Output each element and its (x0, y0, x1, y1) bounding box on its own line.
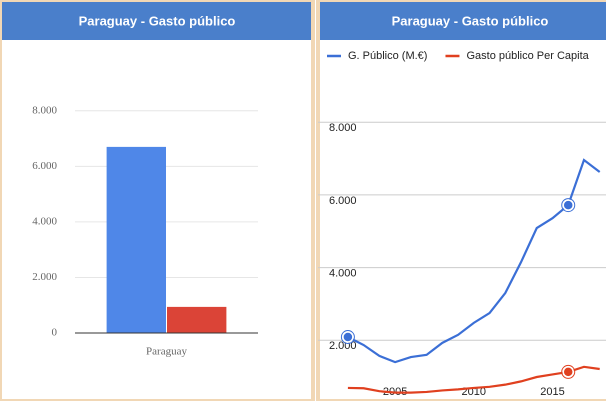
legend-label: G. Público (M.€) (348, 50, 427, 62)
y-tick-label: 4.000 (32, 215, 57, 227)
point-marker (342, 331, 354, 343)
bar (167, 306, 227, 333)
point-marker (562, 199, 574, 211)
y-tick-label: 6.000 (32, 160, 57, 172)
point-marker (562, 366, 574, 378)
x-tick-label: Paraguay (146, 346, 187, 358)
right-panel (316, 0, 606, 401)
y-tick-label: 2.000 (32, 271, 57, 283)
point-ring (561, 198, 576, 213)
chart-title: Paraguay - Gasto público (392, 13, 549, 28)
y-tick-label: 4.000 (329, 268, 357, 280)
point-ring (561, 364, 576, 379)
legend-label: Gasto público Per Capita (466, 50, 589, 62)
line (347, 365, 600, 394)
x-tick-label: 2015 (540, 386, 564, 398)
chart-title: Paraguay - Gasto público (79, 13, 236, 28)
bar (106, 146, 166, 333)
y-tick-label: 6.000 (329, 195, 357, 207)
right-header (320, 2, 606, 40)
y-tick-label: 8.000 (32, 104, 57, 116)
y-tick-label: 0 (52, 327, 58, 339)
left-header (2, 2, 311, 40)
line (347, 158, 601, 364)
y-tick-label: 8.000 (329, 122, 357, 134)
point-ring (340, 330, 355, 345)
